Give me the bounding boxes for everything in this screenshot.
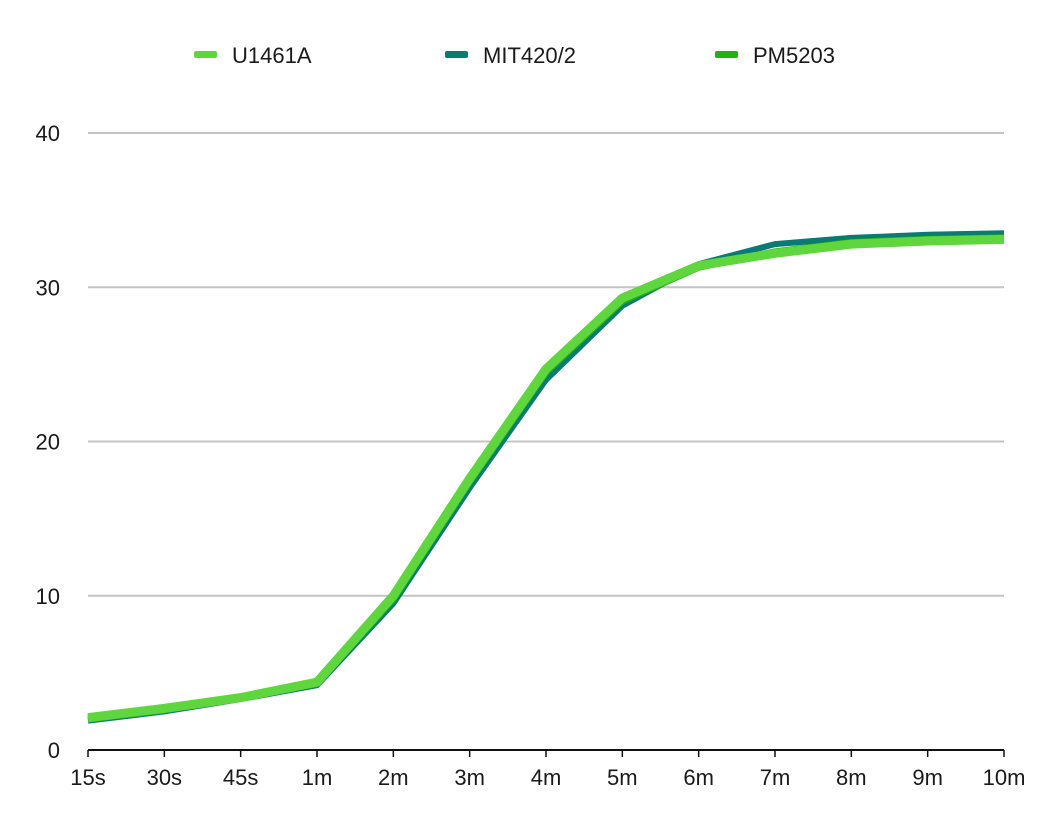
y-tick-label: 30 bbox=[36, 275, 60, 300]
legend-label: PM5203 bbox=[753, 43, 835, 68]
x-axis-tick-labels: 15s 30s 45s 1m 2m 3m 4m 5m 6m 7m 8m 9m 10m bbox=[70, 750, 1025, 790]
series-line-pm5203 bbox=[87, 234, 1005, 723]
x-tick-label: 6m bbox=[683, 765, 714, 790]
gridlines bbox=[88, 132, 1004, 751]
legend-swatch bbox=[445, 51, 468, 58]
x-tick-label: 5m bbox=[607, 765, 638, 790]
x-tick-label: 1m bbox=[302, 765, 333, 790]
y-tick-label: 20 bbox=[36, 430, 60, 455]
x-tick-label: 10m bbox=[983, 765, 1026, 790]
x-tick-label: 3m bbox=[454, 765, 485, 790]
legend-label: U1461A bbox=[232, 43, 312, 68]
y-axis-tick-labels: 0 10 20 30 40 bbox=[36, 121, 60, 763]
y-tick-label: 40 bbox=[36, 121, 60, 146]
x-tick-label: 7m bbox=[760, 765, 791, 790]
legend-swatch bbox=[715, 51, 738, 58]
x-tick-label: 15s bbox=[70, 765, 105, 790]
series-line-mit420-2 bbox=[87, 230, 1005, 724]
legend-swatch bbox=[194, 51, 217, 58]
series-lines bbox=[87, 230, 1005, 724]
x-tick-label: 2m bbox=[378, 765, 409, 790]
legend: U1461A MIT420/2 PM5203 bbox=[194, 43, 835, 68]
y-tick-label: 10 bbox=[36, 584, 60, 609]
x-tick-label: 4m bbox=[531, 765, 562, 790]
x-tick-label: 30s bbox=[147, 765, 182, 790]
y-tick-label: 0 bbox=[48, 738, 60, 763]
x-tick-label: 9m bbox=[912, 765, 943, 790]
x-tick-label: 45s bbox=[223, 765, 258, 790]
series-line-u1461a bbox=[87, 234, 1005, 723]
x-tick-label: 8m bbox=[836, 765, 867, 790]
legend-label: MIT420/2 bbox=[483, 43, 576, 68]
